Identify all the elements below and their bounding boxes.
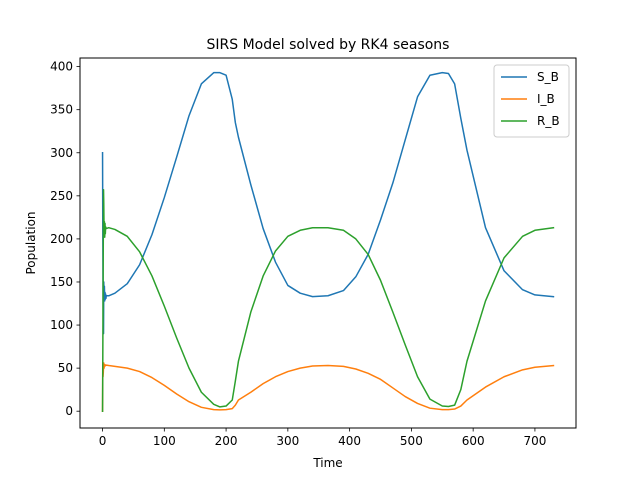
y-tick-label: 350	[50, 103, 73, 117]
x-axis-label: Time	[312, 456, 342, 470]
y-tick-label: 250	[50, 189, 73, 203]
y-tick-label: 300	[50, 146, 73, 160]
legend-label: R_B	[537, 114, 560, 128]
legend: S_B I_B R_B	[494, 65, 569, 137]
x-tick-label: 700	[523, 434, 546, 448]
y-tick-label: 400	[50, 60, 73, 74]
legend-label: S_B	[537, 70, 559, 84]
y-tick-label: 0	[65, 404, 73, 418]
chart-title: SIRS Model solved by RK4 seasons	[207, 37, 450, 53]
y-axis-label: Population	[24, 211, 38, 274]
y-tick-label: 150	[50, 275, 73, 289]
y-tick-label: 50	[58, 361, 73, 375]
y-tick-label: 100	[50, 318, 73, 332]
x-tick-label: 400	[338, 434, 361, 448]
x-tick-label: 0	[99, 434, 107, 448]
x-tick-label: 600	[462, 434, 485, 448]
legend-label: I_B	[537, 92, 555, 106]
x-tick-label: 100	[153, 434, 176, 448]
x-tick-label: 300	[276, 434, 299, 448]
x-tick-label: 500	[400, 434, 423, 448]
x-tick-label: 200	[215, 434, 238, 448]
y-tick-label: 200	[50, 232, 73, 246]
